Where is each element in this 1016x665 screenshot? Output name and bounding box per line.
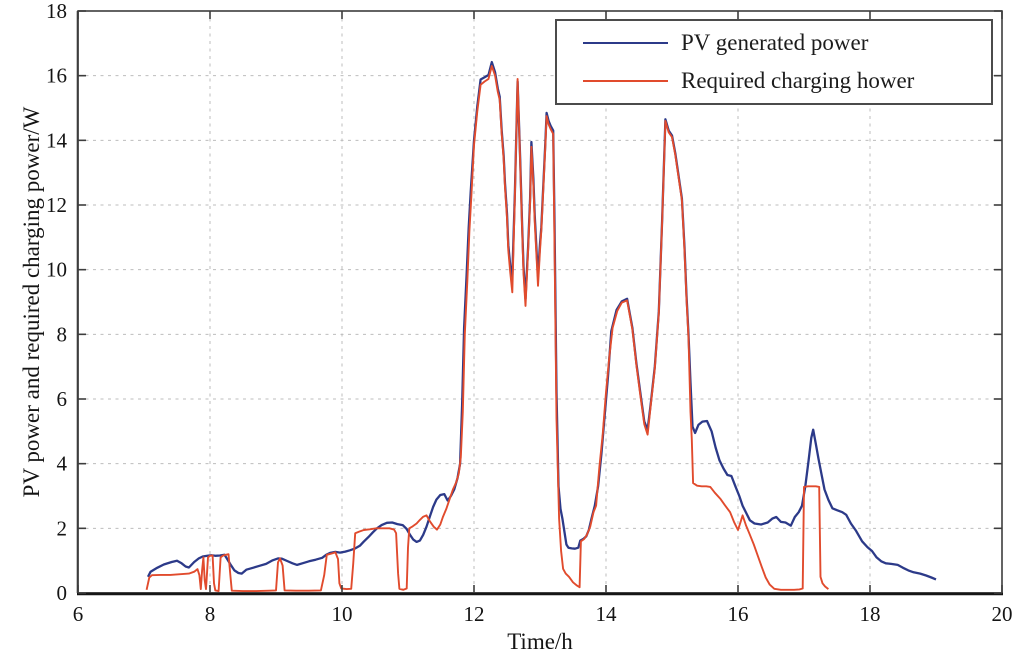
y-tick-label-16: 16	[46, 64, 67, 88]
y-axis-label: PV power and required charging power/W	[19, 106, 44, 498]
legend-entry-pv: PV generated power	[557, 30, 991, 56]
pv-generated-power-line	[146, 60, 937, 581]
y-tick-label-0: 0	[57, 581, 68, 605]
y-tick-label-14: 14	[46, 128, 68, 152]
legend-entry-charge: Required charging hower	[557, 68, 991, 94]
pv-line-sample	[583, 42, 668, 44]
x-tick-label-12: 12	[464, 602, 485, 626]
y-tick-label-10: 10	[46, 258, 67, 282]
x-tick-label-18: 18	[860, 602, 881, 626]
x-axis-label: Time/h	[507, 629, 573, 654]
y-tick-label-4: 4	[57, 452, 68, 476]
x-tick-label-8: 8	[205, 602, 216, 626]
y-tick-label-18: 18	[46, 0, 67, 23]
charge-line-sample	[583, 80, 668, 82]
y-tick-label-8: 8	[57, 322, 68, 346]
y-tick-label-2: 2	[57, 516, 68, 540]
x-tick-label-16: 16	[728, 602, 749, 626]
required-charging-power-line	[145, 65, 829, 593]
x-tick-label-20: 20	[992, 602, 1013, 626]
legend-label-pv: PV generated power	[681, 30, 869, 55]
y-tick-label-12: 12	[46, 193, 67, 217]
x-tick-label-14: 14	[596, 602, 618, 626]
legend-label-charge: Required charging hower	[681, 68, 915, 93]
x-tick-label-6: 6	[73, 602, 84, 626]
legend-box: PV generated power Required charging how…	[555, 19, 993, 105]
y-tick-label-6: 6	[57, 387, 68, 411]
x-tick-label-10: 10	[332, 602, 353, 626]
